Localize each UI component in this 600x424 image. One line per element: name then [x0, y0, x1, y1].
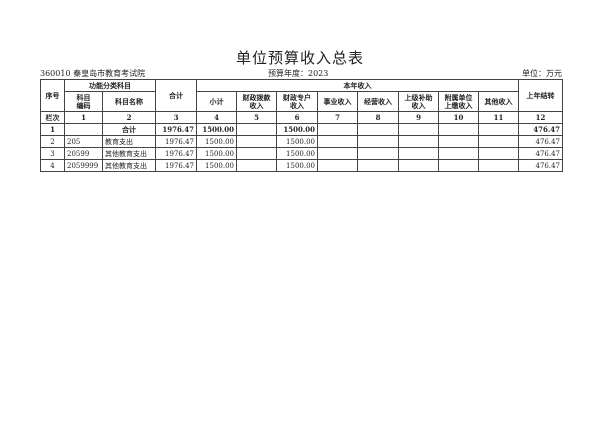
table-cell — [357, 159, 399, 172]
header-current: 本年收入 — [196, 79, 519, 92]
organization: 360010 秦皇岛市教育考试院 — [40, 69, 146, 78]
table-row: 1 合计 1976.47 1500.00 1500.00 476.47 — [40, 123, 563, 136]
header-affiliated: 附属单位 上缴收入 — [438, 91, 479, 112]
table-row: 4 2059999 其他教育支出 1976.47 1500.00 1500.00 476.4… — [40, 159, 563, 172]
unit-label: 单位：万元 — [522, 69, 562, 78]
table-cell — [438, 135, 479, 148]
table-cell: 3 — [40, 147, 65, 160]
table-cell — [478, 135, 519, 148]
table-cell: 2 — [40, 135, 65, 148]
table-cell: 1500.00 — [196, 135, 237, 148]
header-carryover: 上年结转 — [518, 79, 563, 112]
table-cell: 1500.00 — [196, 147, 237, 160]
column-number: 10 — [438, 111, 479, 124]
table-cell: 1976.47 — [155, 123, 197, 136]
header-total: 合计 — [155, 79, 197, 112]
column-number: 栏次 — [40, 111, 65, 124]
table-cell: 1500.00 — [276, 147, 318, 160]
header-fiscal-alloc: 财政拨款 收入 — [236, 91, 277, 112]
column-number: 5 — [236, 111, 277, 124]
column-number: 12 — [518, 111, 563, 124]
table-cell — [236, 135, 277, 148]
table-row: 3 20599 其他教育支出 1976.47 1500.00 1500.00 476.47 — [40, 147, 563, 160]
column-number: 9 — [398, 111, 439, 124]
column-number: 7 — [317, 111, 358, 124]
table-cell: 其他教育支出 — [102, 147, 156, 160]
header-func: 功能分类科目 — [64, 79, 156, 92]
table-cell — [398, 159, 439, 172]
column-number-row: 栏次 1 2 3 4 5 6 7 8 9 10 11 12 — [40, 111, 563, 124]
header-seq: 序号 — [40, 79, 65, 112]
table-cell: 2059999 — [64, 159, 103, 172]
table-cell: 1500.00 — [196, 159, 237, 172]
header-name: 科目名称 — [102, 91, 156, 112]
table-cell: 1500.00 — [276, 135, 318, 148]
table-cell: 合计 — [102, 123, 156, 136]
table-cell — [438, 147, 479, 160]
column-number: 11 — [478, 111, 519, 124]
header-code: 科目 编码 — [64, 91, 103, 112]
table-cell: 1500.00 — [276, 159, 318, 172]
header-subtotal: 小计 — [196, 91, 237, 112]
table-cell — [478, 123, 519, 136]
table-cell: 476.47 — [518, 159, 563, 172]
table-cell: 1 — [40, 123, 65, 136]
table-cell: 205 — [64, 135, 103, 148]
table-cell — [317, 159, 358, 172]
table-cell: 476.47 — [518, 135, 563, 148]
table-cell — [398, 147, 439, 160]
column-number: 8 — [357, 111, 399, 124]
table-cell — [317, 135, 358, 148]
table-cell — [398, 135, 439, 148]
table-cell — [64, 123, 103, 136]
table-cell: 476.47 — [518, 123, 563, 136]
column-number: 6 — [276, 111, 318, 124]
table-cell: 1976.47 — [155, 159, 197, 172]
table-cell — [357, 123, 399, 136]
table-cell: 476.47 — [518, 147, 563, 160]
table-cell — [357, 147, 399, 160]
column-number: 4 — [196, 111, 237, 124]
table-cell — [478, 159, 519, 172]
table-cell: 20599 — [64, 147, 103, 160]
header-other: 其他收入 — [478, 91, 519, 112]
table-cell: 其他教育支出 — [102, 159, 156, 172]
header-fiscal-special: 财政专户 收入 — [276, 91, 318, 112]
column-number: 1 — [64, 111, 103, 124]
table-cell: 1976.47 — [155, 135, 197, 148]
table-cell: 1500.00 — [276, 123, 318, 136]
table-cell — [357, 135, 399, 148]
table-cell: 4 — [40, 159, 65, 172]
budget-income-table: 序号 功能分类科目 合计 本年收入 上年结转 科目 编码 科目名称 小计 财政拨… — [40, 79, 563, 172]
table-cell — [236, 123, 277, 136]
table-cell: 1500.00 — [196, 123, 237, 136]
page-title: 单位预算收入总表 — [235, 49, 364, 67]
table-cell — [317, 147, 358, 160]
table-cell — [438, 159, 479, 172]
table-row: 2 205 教育支出 1976.47 1500.00 1500.00 476.47 — [40, 135, 563, 148]
header-superior: 上级补助 收入 — [398, 91, 439, 112]
budget-year: 预算年度：2023 — [268, 69, 329, 78]
header-operating: 经营收入 — [357, 91, 399, 112]
column-number: 2 — [102, 111, 156, 124]
table-cell — [236, 147, 277, 160]
header-business: 事业收入 — [317, 91, 358, 112]
table-cell — [478, 147, 519, 160]
table-cell — [438, 123, 479, 136]
table-cell: 1976.47 — [155, 147, 197, 160]
table-cell — [236, 159, 277, 172]
table-cell: 教育支出 — [102, 135, 156, 148]
column-number: 3 — [155, 111, 197, 124]
table-cell — [398, 123, 439, 136]
table-cell — [317, 123, 358, 136]
